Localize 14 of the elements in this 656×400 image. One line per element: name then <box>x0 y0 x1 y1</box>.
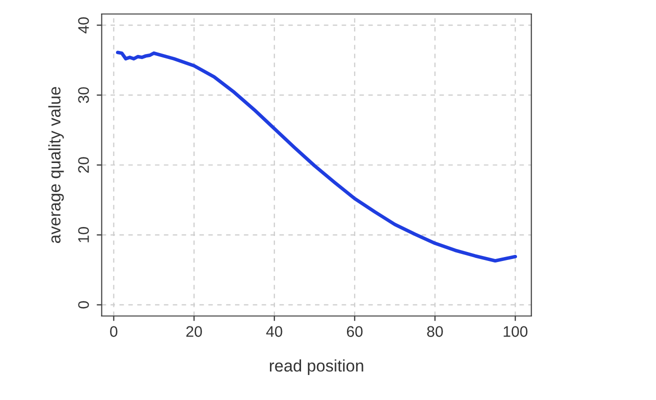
x-axis-title: read position <box>270 359 364 375</box>
y-tick-label: 10 <box>78 227 89 242</box>
x-tick-label: 0 <box>110 326 118 337</box>
y-axis-title: average quality value <box>48 86 64 244</box>
x-tick-label: 20 <box>186 326 202 337</box>
y-tick-label: 20 <box>78 157 89 173</box>
y-tick-label: 30 <box>78 87 89 104</box>
x-tick-label: 100 <box>504 326 528 337</box>
y-tick-label: 0 <box>78 301 89 308</box>
y-tick-label: 40 <box>78 17 89 34</box>
line-series <box>116 50 518 263</box>
x-tick-label: 60 <box>346 326 363 337</box>
x-tick-label: 40 <box>266 326 282 337</box>
x-tick-label: 80 <box>427 326 443 337</box>
